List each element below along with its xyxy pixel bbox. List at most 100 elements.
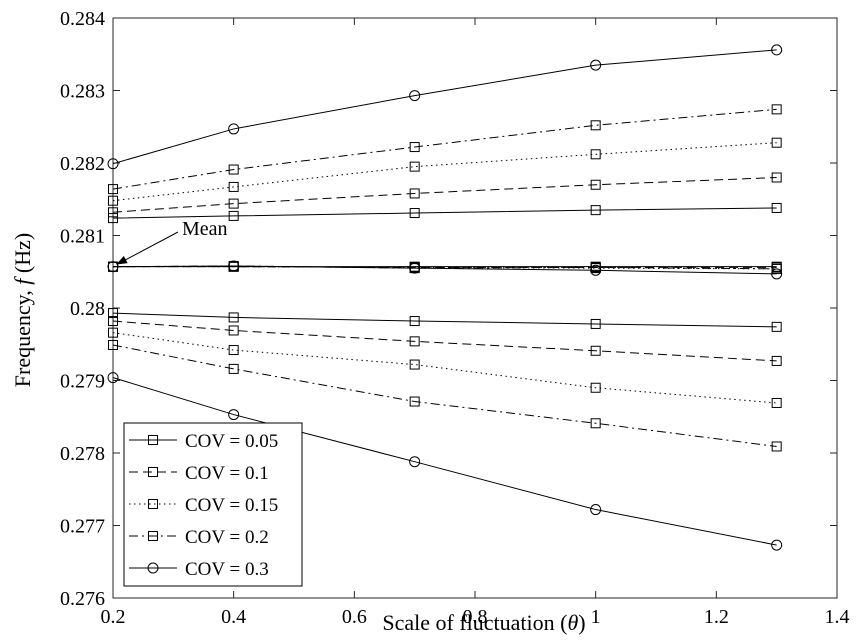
annotation-layer: Mean — [116, 218, 228, 265]
y-tick-label: 0.28 — [70, 298, 105, 320]
series-5-lower-point — [409, 456, 421, 468]
y-tick-label: 0.279 — [60, 371, 105, 393]
series-2-mean-line — [113, 266, 777, 268]
series-3-upper-point — [590, 149, 601, 160]
series-5-mean-point — [228, 260, 240, 272]
series-1-upper-line — [112, 207, 777, 219]
x-tick-label: 0.6 — [342, 606, 367, 628]
legend-item-4: COV = 0.2 — [129, 527, 269, 548]
series-4-lower-point — [590, 418, 601, 429]
series-3-upper-line — [112, 142, 777, 202]
x-tick-label: 1.4 — [825, 606, 850, 628]
series-4-upper-point — [590, 120, 601, 131]
y-tick-label: 0.284 — [60, 8, 105, 30]
series-4-upper-point — [771, 104, 782, 115]
series-4-upper-line — [112, 108, 777, 190]
series-2-lower-point — [771, 355, 782, 366]
legend-item-1: COV = 0.05 — [129, 431, 278, 452]
y-axis-label: Frequency, f (Hz) — [10, 233, 35, 387]
series-3-lower-point — [228, 345, 239, 356]
series-4-lower-point — [108, 339, 118, 350]
series-1-upper-point — [409, 208, 420, 219]
series-4-upper-point — [228, 164, 239, 175]
series-2-upper-point — [108, 207, 118, 218]
series-2-lower-point — [108, 316, 118, 327]
series-4-upper-point — [108, 184, 118, 195]
series-5-lower-point — [590, 504, 602, 516]
series-2-upper-point — [409, 188, 420, 199]
series-1-lower-line — [112, 312, 777, 328]
series-5-upper-point — [590, 59, 602, 71]
y-tick-label: 0.283 — [60, 81, 105, 103]
series-3-upper-point — [228, 181, 239, 192]
legend-item-2: COV = 0.1 — [129, 463, 269, 484]
legend-marker — [148, 435, 158, 445]
series-2-upper-point — [590, 179, 601, 190]
series-4 — [108, 104, 782, 452]
legend-label: COV = 0.2 — [185, 527, 269, 548]
legend: COV = 0.05 COV = 0.1 COV = 0.15 COV = 0.2 CO… — [123, 422, 303, 587]
series-4-lower-point — [409, 396, 420, 407]
series-1-lower-point — [590, 318, 601, 329]
series-3-upper-point — [771, 137, 782, 148]
x-axis-label: Scale of fluctuation (θ) — [382, 610, 585, 635]
series-5-mean-point — [409, 262, 421, 274]
series-4-upper-point — [409, 142, 420, 153]
y-tick-label: 0.276 — [60, 588, 105, 610]
series-4-lower-point — [771, 441, 782, 452]
series-5-upper-point — [771, 44, 783, 56]
series-2-lower-point — [228, 325, 239, 336]
mean-annotation-label: Mean — [182, 218, 228, 240]
legend-box — [123, 422, 303, 587]
legend-item-5: COV = 0.3 — [129, 559, 269, 580]
series-2-lower-line — [112, 320, 777, 362]
series-1-lower-point — [771, 321, 782, 332]
series-5-lower-point — [107, 372, 119, 384]
series-5 — [107, 44, 783, 551]
series-3-lower-line — [112, 332, 777, 404]
series-2-lower-point — [409, 336, 420, 347]
mean-arrow-line — [123, 231, 179, 262]
series-4-mean-point — [771, 263, 782, 274]
series-5-mean-point — [107, 261, 119, 273]
series-1-upper-point — [590, 205, 601, 216]
legend-marker — [148, 531, 158, 541]
series-5-upper-point — [107, 158, 119, 170]
series-5-mean-point — [771, 268, 783, 280]
x-tick-label: 0.4 — [221, 606, 246, 628]
series-3 — [108, 137, 782, 408]
legend-label: COV = 0.05 — [185, 431, 278, 452]
series-2-lower-point — [590, 345, 601, 356]
series-1-lower-point — [228, 312, 239, 323]
series-5-mean-point — [590, 264, 602, 276]
series-2-upper-point — [771, 172, 782, 183]
series-5-lower-line — [112, 377, 777, 546]
series-1-upper-point — [228, 210, 239, 221]
x-tick-label: 1 — [591, 606, 601, 628]
legend-label: COV = 0.3 — [185, 559, 269, 580]
series-5-upper-line — [112, 49, 777, 165]
series-5-mean-line — [112, 265, 777, 275]
series-5-lower-point — [228, 409, 240, 421]
series-4-lower-line — [112, 344, 777, 447]
legend-marker — [147, 562, 159, 574]
y-tick-label: 0.282 — [60, 153, 105, 175]
legend-marker — [148, 499, 158, 509]
series-3-lower-point — [108, 327, 118, 338]
legend-label: COV = 0.15 — [185, 495, 278, 516]
series-1-upper-point — [108, 213, 118, 224]
x-tick-label: 0.2 — [101, 606, 126, 628]
series-1-lower-point — [409, 316, 420, 327]
y-tick-label: 0.277 — [60, 516, 105, 538]
series-3-lower-point — [771, 397, 782, 408]
y-tick-label: 0.281 — [60, 226, 105, 248]
series-2-upper-point — [228, 198, 239, 209]
legend-label: COV = 0.1 — [185, 463, 269, 484]
series-layer — [107, 44, 783, 551]
series-3-upper-point — [409, 161, 420, 172]
series-1-upper-point — [771, 202, 782, 213]
ticks-layer: 0.2 0.4 0.6 0.8 1 1.2 1.4 0.276 0.277 0.278 0.279 0… — [60, 8, 850, 628]
series-1-lower-point — [108, 308, 118, 319]
series-5-upper-point — [228, 123, 240, 135]
